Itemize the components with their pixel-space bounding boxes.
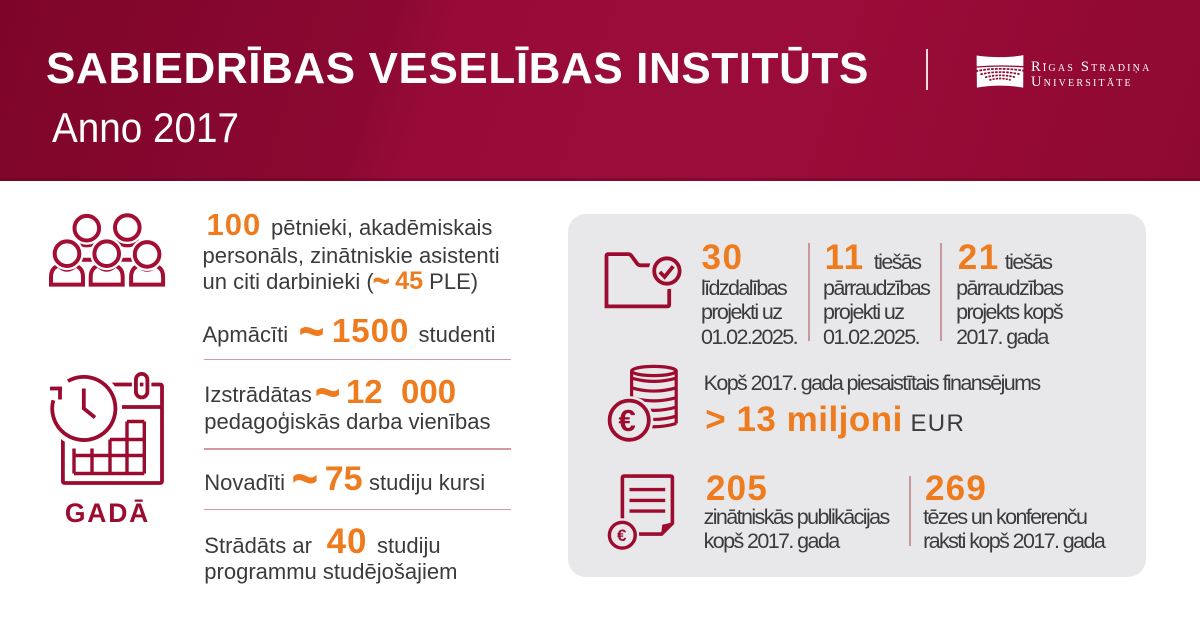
svg-text:€: € — [619, 403, 636, 438]
svg-text:€: € — [617, 526, 627, 545]
